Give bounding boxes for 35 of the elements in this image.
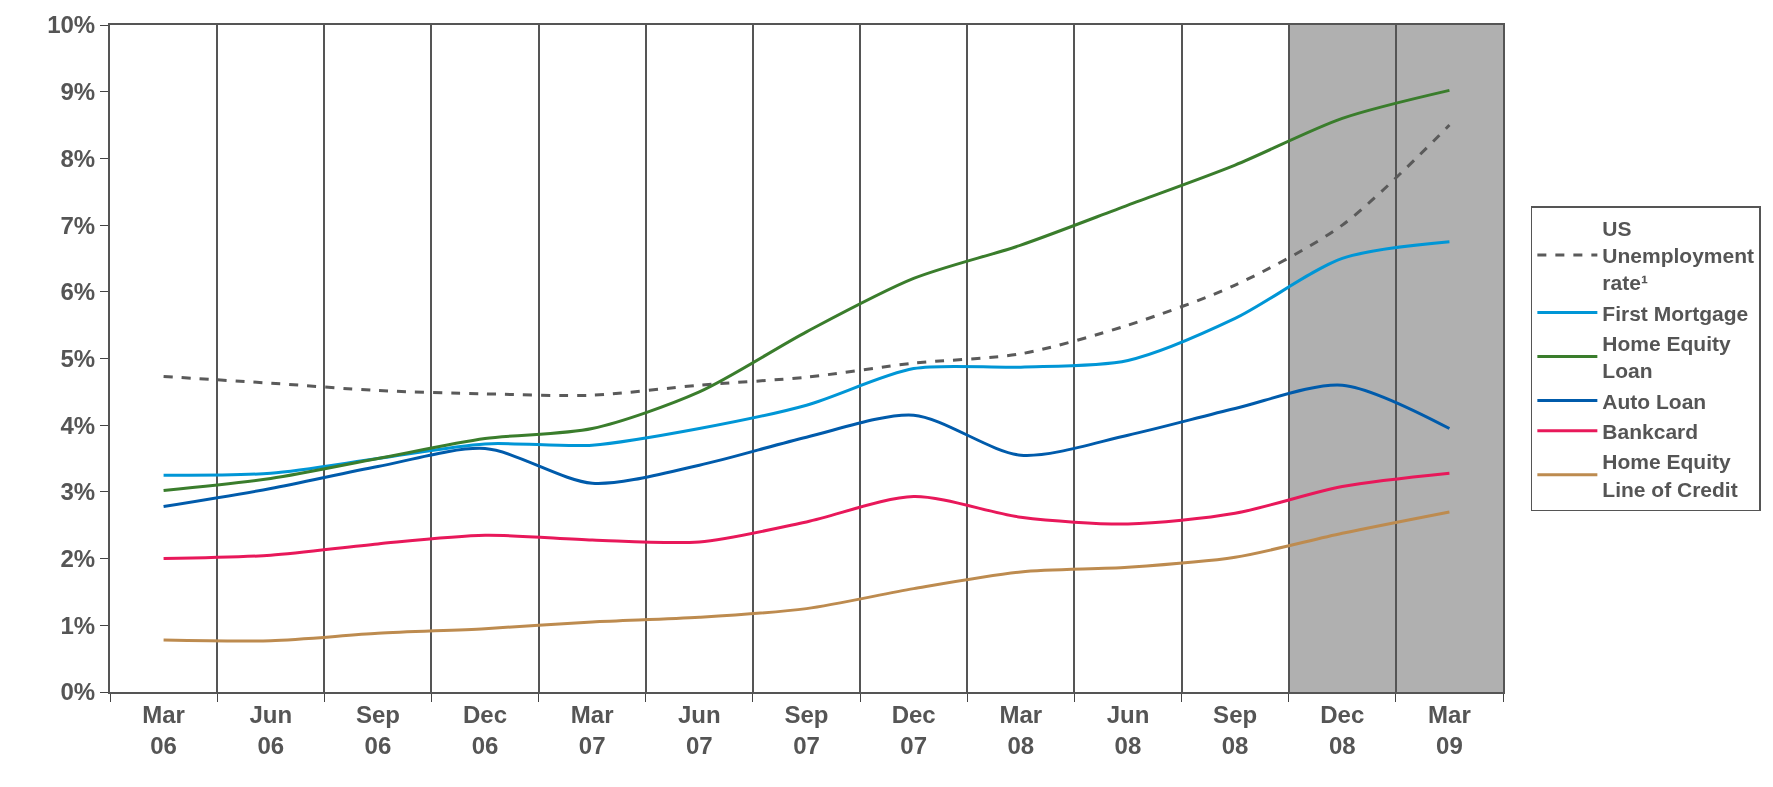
y-tick-label: 3% — [60, 478, 96, 506]
x-tick-label: Dec 08 — [1320, 700, 1365, 759]
y-tick-label: 1% — [60, 611, 96, 639]
x-tick-label: Dec 06 — [463, 700, 508, 759]
y-tick-label: 7% — [60, 211, 96, 239]
y-tick-label: 5% — [60, 344, 96, 372]
line-series — [162, 471, 1451, 561]
x-tick-label: Mar 06 — [142, 700, 185, 759]
line-series — [162, 240, 1451, 477]
x-tick-label: Sep 06 — [355, 700, 400, 759]
x-tick-label: Jun 08 — [1106, 700, 1150, 759]
x-tick-label: Mar 09 — [1428, 700, 1471, 759]
legend-label: Bankcard — [1602, 419, 1699, 443]
x-tick-label: Mar 07 — [570, 700, 614, 759]
x-tick-label: Mar 08 — [999, 700, 1043, 759]
legend-label: First Mortgage — [1602, 301, 1749, 325]
x-tick-label: Dec 07 — [891, 700, 936, 759]
y-tick-label: 10% — [47, 11, 96, 39]
x-tick-label: Jun 06 — [249, 700, 293, 759]
x-tick-label: Sep 08 — [1213, 700, 1258, 759]
x-tick-label: Jun 07 — [678, 700, 721, 759]
y-tick-label: 0% — [60, 678, 96, 706]
legend-label: Auto Loan — [1602, 389, 1707, 413]
legend-label: US Unemployment rate¹ — [1602, 216, 1755, 295]
line-series — [162, 383, 1451, 509]
x-tick-label: Sep 07 — [784, 700, 829, 759]
line-series — [162, 88, 1451, 493]
y-tick-label: 6% — [60, 278, 96, 306]
y-tick-label: 8% — [60, 144, 96, 172]
y-tick-label: 4% — [60, 411, 96, 439]
line-series — [162, 510, 1451, 643]
legend-label: Home Equity Line of Credit — [1602, 450, 1738, 501]
y-tick-label: 2% — [60, 545, 96, 572]
legend-label: Home Equity Loan — [1602, 332, 1732, 383]
y-tick-label: 9% — [60, 78, 96, 106]
